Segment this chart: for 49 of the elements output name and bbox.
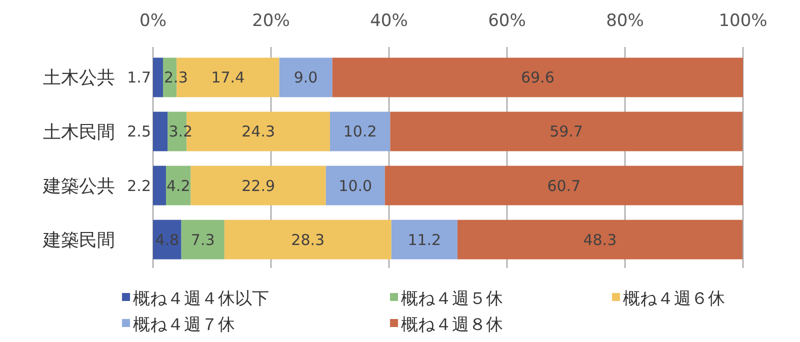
data-label: 2.2 [127, 176, 151, 195]
data-label: 24.3 [242, 122, 276, 141]
bar [166, 166, 191, 206]
data-label: 4.8 [155, 230, 180, 249]
legend-label: 概ね４週６休 [623, 288, 725, 309]
data-label: 59.7 [550, 122, 583, 141]
y-tick-label: 土木公共 [43, 68, 115, 89]
bar [330, 112, 390, 152]
bar [181, 220, 224, 260]
bar [332, 58, 743, 98]
data-label: 1.7 [127, 68, 151, 87]
y-tick-label: 建築民間 [42, 230, 115, 251]
bar [153, 166, 166, 206]
legend-label: 概ね４週５休 [401, 288, 503, 309]
data-label: 9.0 [294, 68, 318, 87]
x-tick-label: 20% [252, 10, 290, 31]
legend-label: 概ね４週８休 [401, 314, 503, 335]
data-label: 22.9 [242, 176, 276, 195]
bar [224, 220, 392, 260]
data-label: 7.3 [190, 230, 215, 249]
bar [190, 166, 326, 206]
data-label: 4.2 [166, 176, 190, 195]
x-tick-label: 0% [140, 10, 166, 31]
bar [153, 112, 168, 152]
bar [384, 166, 743, 206]
x-tick-label: 60% [488, 10, 526, 31]
bar [326, 166, 385, 206]
data-label: 2.5 [127, 122, 151, 141]
bar [457, 220, 742, 260]
data-label: 28.3 [291, 230, 325, 249]
bar [153, 58, 164, 98]
bar [153, 220, 182, 260]
data-label: 48.3 [583, 230, 617, 249]
bar [279, 58, 332, 98]
bar [390, 112, 742, 152]
data-label: 69.6 [520, 68, 554, 87]
legend-label: 概ね４週４休以下 [133, 288, 269, 309]
data-label: 10.2 [343, 122, 377, 141]
data-label: 10.0 [338, 176, 372, 195]
data-label: 17.4 [211, 68, 245, 87]
x-tick-label: 100% [718, 10, 768, 31]
data-label: 60.7 [547, 176, 581, 195]
bar [391, 220, 458, 260]
x-tick-label: 40% [370, 10, 408, 31]
data-label: 11.2 [408, 230, 442, 249]
y-tick-label: 土木民間 [43, 122, 115, 143]
y-tick-label: 建築公共 [42, 176, 115, 197]
legend-label: 概ね４週７休 [133, 314, 235, 335]
x-tick-label: 80% [606, 10, 644, 31]
